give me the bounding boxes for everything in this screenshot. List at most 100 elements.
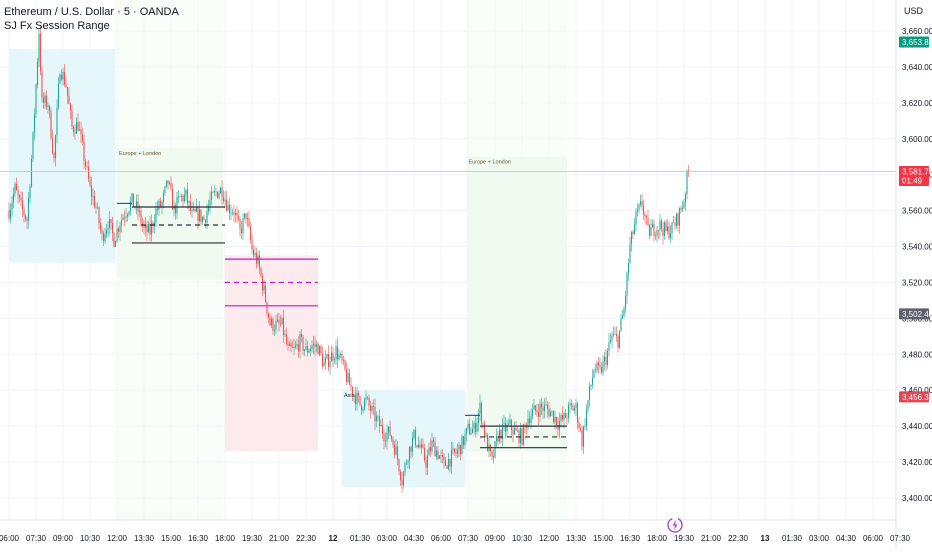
candle: [185, 189, 187, 195]
time-tick-label: 10:30: [80, 534, 101, 543]
candle: [396, 446, 399, 460]
candle: [240, 228, 243, 234]
time-tick-label: 13: [761, 534, 770, 543]
candle: [491, 451, 493, 457]
candle: [341, 353, 343, 361]
candle: [138, 210, 141, 212]
candle: [254, 253, 256, 256]
time-tick-label: 10:30: [512, 534, 533, 543]
candle: [320, 346, 322, 354]
candle: [363, 399, 366, 409]
candle: [492, 456, 495, 458]
candle: [236, 213, 238, 217]
candle: [611, 334, 613, 341]
candle: [231, 212, 234, 214]
candle: [539, 403, 541, 417]
candle: [293, 347, 295, 348]
candle: [509, 419, 511, 424]
candle: [239, 219, 241, 229]
candle: [665, 222, 667, 231]
candle: [122, 217, 124, 220]
candle: [369, 405, 372, 411]
candle: [222, 197, 225, 201]
candle: [606, 350, 609, 365]
candle: [671, 222, 673, 234]
candle: [666, 226, 669, 231]
candle: [608, 342, 610, 351]
candle: [251, 240, 253, 250]
candle: [221, 187, 223, 198]
candle: [443, 456, 445, 461]
candle: [323, 363, 325, 367]
candle: [575, 403, 577, 409]
time-tick-label: 01:30: [782, 534, 803, 543]
candle: [527, 418, 529, 428]
candle: [561, 415, 564, 420]
candle: [512, 429, 514, 435]
candle: [23, 208, 25, 216]
candle: [618, 330, 621, 348]
candle: [230, 212, 232, 214]
candle: [276, 319, 279, 322]
candle: [566, 417, 568, 419]
time-tick-label: 18:00: [215, 534, 236, 543]
candle: [425, 460, 427, 468]
candle: [260, 268, 262, 276]
candle: [294, 345, 297, 348]
candle: [32, 132, 34, 159]
candle: [558, 420, 561, 430]
time-tick-label: 03:00: [809, 534, 830, 543]
time-tick-label: 03:00: [377, 534, 398, 543]
candle: [273, 329, 276, 331]
candle: [615, 333, 618, 336]
candle: [389, 426, 391, 436]
candle: [212, 191, 214, 193]
candle: [546, 404, 549, 409]
candle: [660, 220, 663, 229]
candle: [306, 346, 309, 353]
candle: [113, 233, 115, 247]
time-tick-label: 21:00: [269, 534, 290, 543]
candle: [60, 74, 63, 80]
time-tick-label: 13:30: [566, 534, 587, 543]
indicator-title: SJ Fx Session Range: [4, 20, 110, 32]
candle: [296, 344, 298, 346]
time-tick-label: 12:00: [539, 534, 560, 543]
candle: [458, 444, 460, 450]
candle: [47, 105, 49, 107]
candle: [96, 207, 99, 208]
candle: [516, 430, 519, 432]
candle: [27, 198, 30, 221]
time-tick-label: 06:00: [863, 534, 884, 543]
candle: [401, 480, 403, 486]
candle: [264, 285, 267, 302]
candle: [464, 434, 466, 446]
candle: [588, 386, 591, 400]
replay-icon[interactable]: [666, 516, 684, 534]
candle: [533, 405, 535, 410]
time-tick-label: 07:30: [890, 534, 911, 543]
candle: [630, 231, 633, 245]
candle: [435, 450, 438, 457]
price-tick-label: 3,460.00: [902, 386, 932, 395]
candle: [686, 170, 688, 194]
price-tick-label: 3,520.00: [902, 278, 932, 287]
candle: [126, 214, 129, 217]
candle: [549, 411, 552, 417]
candle: [102, 233, 105, 242]
candle: [543, 404, 546, 412]
candle: [413, 429, 415, 439]
price-tick-label: 3,480.00: [902, 350, 932, 359]
candle: [654, 235, 657, 237]
candle: [387, 426, 390, 433]
session-box-asia: [9, 48, 116, 263]
candle: [245, 213, 247, 220]
candle: [513, 428, 516, 435]
candle: [62, 72, 64, 80]
candle: [545, 404, 547, 406]
candle: [632, 231, 634, 235]
candle: [315, 344, 318, 347]
candle: [395, 446, 397, 455]
